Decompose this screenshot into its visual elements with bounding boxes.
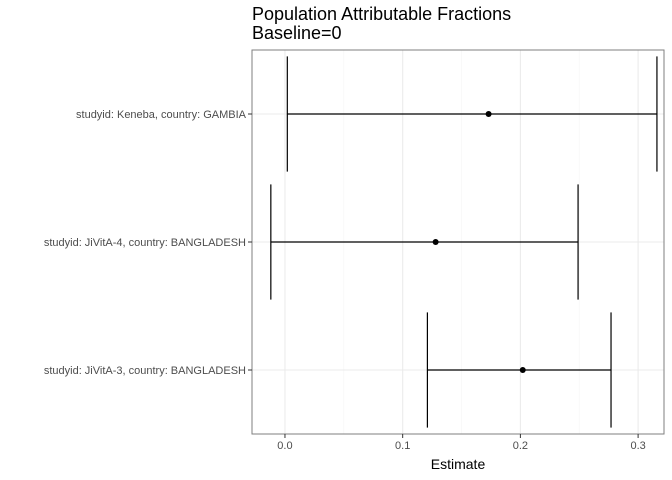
error-bar-row bbox=[270, 184, 579, 300]
error-bar-row bbox=[426, 312, 612, 428]
error-bar-row bbox=[286, 56, 658, 172]
axes: 0.0 0.1 0.2 0.3 studyid: Keneba, country: GA… bbox=[44, 109, 646, 452]
y-tick-label: studyid: JiVitA-4, country: BANGLADESH bbox=[44, 237, 246, 249]
x-tick-label: 0.2 bbox=[513, 440, 528, 452]
y-tick-label: studyid: JiVitA-3, country: BANGLADESH bbox=[44, 365, 246, 377]
x-tick-label: 0.3 bbox=[630, 440, 645, 452]
y-tick-label: studyid: Keneba, country: GAMBIA bbox=[76, 109, 247, 121]
x-axis-title: Estimate bbox=[431, 456, 486, 472]
estimate-point bbox=[432, 239, 439, 245]
estimate-point bbox=[519, 367, 526, 373]
error-bars-layer bbox=[270, 56, 658, 428]
x-tick-label: 0.0 bbox=[277, 440, 292, 452]
estimate-point bbox=[485, 111, 492, 117]
chart-title: Population Attributable Fractions bbox=[252, 4, 511, 24]
chart-subtitle: Baseline=0 bbox=[252, 23, 342, 43]
x-tick-label: 0.1 bbox=[395, 440, 410, 452]
